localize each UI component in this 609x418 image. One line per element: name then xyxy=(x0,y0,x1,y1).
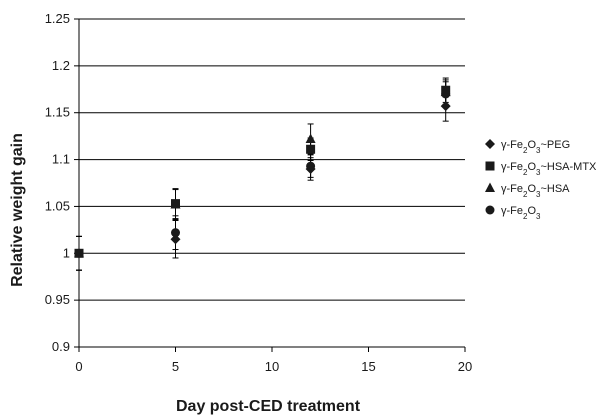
x-tick-label: 0 xyxy=(75,359,82,374)
y-tick-label: 0.9 xyxy=(52,339,70,354)
data-point-triangle xyxy=(305,133,316,143)
data-marks xyxy=(74,77,451,271)
x-tick-label: 5 xyxy=(172,359,179,374)
gridlines xyxy=(79,18,465,348)
tick-labels: 0.9 0.95 1 1.05 1.1 1.15 1.2 1.25 0 5 10 15 20 xyxy=(45,11,473,374)
legend-label: γ-Fe2O3~PEG xyxy=(501,139,570,155)
x-tick-label: 10 xyxy=(265,359,279,374)
data-point-circle xyxy=(171,228,180,238)
legend-marker-square xyxy=(485,161,495,171)
axes xyxy=(74,18,466,352)
legend-label: γ-Fe2O3~HSA-MTX xyxy=(501,161,597,177)
y-tick-label: 1.2 xyxy=(52,58,70,73)
x-tick-label: 20 xyxy=(458,359,472,374)
data-point-square xyxy=(306,144,316,154)
data-point-circle xyxy=(74,248,84,258)
y-tick-label: 1.1 xyxy=(52,152,70,167)
y-axis-title: Relative weight gain xyxy=(9,133,26,287)
data-point-diamond xyxy=(170,234,181,245)
y-tick-label: 0.95 xyxy=(45,292,70,307)
legend-label: γ-Fe2O3~HSA xyxy=(501,183,570,199)
legend: γ-Fe2O3~PEG γ-Fe2O3~HSA-MTX γ-Fe2O3~HSA γ-F… xyxy=(485,139,597,221)
data-point-triangle xyxy=(170,199,181,209)
legend-marker-triangle xyxy=(485,182,495,192)
data-point-diamond xyxy=(440,101,451,112)
legend-label: γ-Fe2O3 xyxy=(501,205,541,221)
x-axis-title: Day post-CED treatment xyxy=(176,398,361,415)
data-point-circle xyxy=(306,161,316,171)
x-tick-label: 15 xyxy=(361,359,375,374)
data-point-circle xyxy=(441,89,451,99)
y-tick-label: 1 xyxy=(63,245,70,260)
legend-marker-diamond xyxy=(485,139,495,149)
y-tick-label: 1.15 xyxy=(45,105,70,120)
y-tick-label: 1.25 xyxy=(45,11,70,26)
y-tick-label: 1.05 xyxy=(45,198,70,213)
legend-marker-circle xyxy=(485,205,495,215)
